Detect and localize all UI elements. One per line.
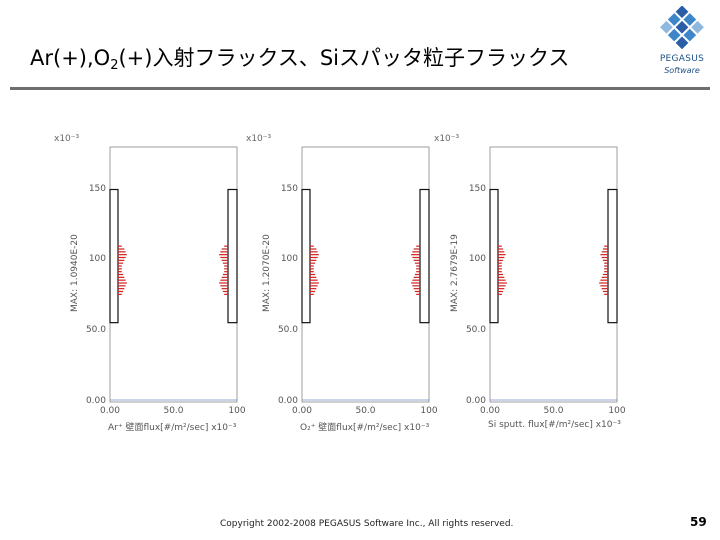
y-tick-label: 0.00 [277,396,298,406]
chart-svg [489,146,618,403]
title-part-2: (+)入射フラックス、Siスパッタ粒子フラックス [118,46,570,70]
y-tick-label: 50.0 [85,325,106,336]
x-tick-label: 0.00 [99,406,121,416]
y-tick-label: 0.00 [85,396,106,406]
y-tick-label: 150 [88,183,106,194]
right-wall [607,188,618,324]
x-axis-label: O₂⁺ 壁面flux[#/m²/sec] x10⁻³ [300,423,430,433]
x-axis-label: Ar⁺ 壁面flux[#/m²/sec] x10⁻³ [108,423,237,433]
chart-panel-o2: 0.00 50.0 100 150 0.00 50.0 100 x10⁻³ MAX: 1.207… [245,120,445,440]
page-number: 59 [690,515,707,529]
y-tick-label: 150 [468,183,486,194]
slide-title: Ar(+),O2(+)入射フラックス、Siスパッタ粒子フラックス [30,42,569,73]
x-tick-label: 100 [608,406,626,416]
left-wall [109,188,119,324]
plot-frame [301,146,430,403]
y-tick-label: 50.0 [465,325,486,336]
logo-name: PEGASUS [659,54,705,64]
title-subscript: 2 [110,58,119,73]
x-tick-label: 50.0 [163,406,184,416]
y-tick-label: 50.0 [277,325,298,336]
x-axis-label: Si sputt. flux[#/m²/sec] x10⁻³ [488,420,621,430]
x-tick-label: 50.0 [355,406,376,416]
x-tick-label: 100 [228,406,246,416]
title-divider [10,87,710,90]
logo-sub: Software [664,66,700,75]
y-multiplier: x10⁻³ [434,134,460,144]
y-axis-label: MAX: 1.2070E-20 [262,234,272,312]
y-tick-label: 100 [280,254,298,265]
left-wall [301,188,311,324]
x-tick-label: 100 [420,406,438,416]
chart-svg [301,146,430,403]
y-axis-label: MAX: 1.0940E-20 [70,234,80,312]
x-tick-label: 50.0 [543,406,564,416]
pegasus-logo-icon [660,6,704,50]
right-wall [227,188,238,324]
y-multiplier: x10⁻³ [246,134,272,144]
title-part-1: Ar(+),O [30,46,111,70]
plot-frame [489,146,618,403]
y-multiplier: x10⁻³ [54,134,80,144]
y-axis-label: MAX: 2.7679E-19 [450,234,460,312]
x-tick-label: 0.00 [291,406,313,416]
x-tick-label: 0.00 [479,406,501,416]
chart-svg [109,146,238,403]
y-tick-label: 100 [468,254,486,265]
left-wall [489,188,499,324]
y-tick-label: 0.00 [465,396,486,406]
y-tick-label: 100 [88,254,106,265]
copyright-footer: Copyright 2002-2008 PEGASUS Software Inc… [220,519,514,529]
chart-panel-si: 0.00 50.0 100 150 0.00 50.0 100 x10⁻³ MAX: 2.767… [430,120,630,440]
y-tick-label: 150 [280,183,298,194]
right-wall [419,188,430,324]
plot-frame [109,146,238,403]
chart-panel-ar: 0.00 50.0 100 150 0.00 50.0 100 x10⁻³ MAX: 1.094… [50,120,250,440]
